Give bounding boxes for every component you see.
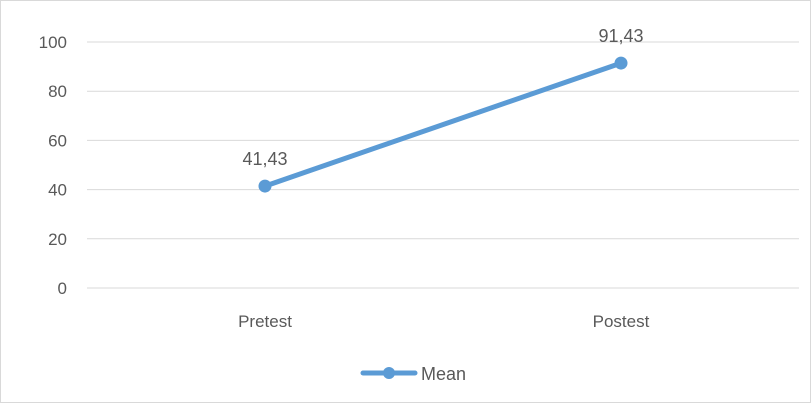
y-tick-label-40: 40 <box>48 181 67 200</box>
y-tick-label-0: 0 <box>58 279 67 298</box>
legend: Mean <box>363 364 466 384</box>
x-tick-label-pretest: Pretest <box>238 312 292 331</box>
x-tick-label-postest: Postest <box>593 312 650 331</box>
x-axis-tick-labels: Pretest Postest <box>238 312 650 331</box>
y-tick-label-60: 60 <box>48 131 67 150</box>
y-tick-label-80: 80 <box>48 82 67 101</box>
data-label-pretest: 41,43 <box>242 149 287 169</box>
legend-label-mean: Mean <box>421 364 466 384</box>
data-label-postest: 91,43 <box>598 26 643 46</box>
data-labels: 41,43 91,43 <box>242 26 643 169</box>
series-mean <box>259 57 628 193</box>
data-point-pretest <box>259 180 272 193</box>
legend-point-marker <box>383 367 395 379</box>
gridlines <box>87 42 799 288</box>
y-axis-tick-labels: 0 20 40 60 80 100 <box>39 33 67 298</box>
data-point-postest <box>615 57 628 70</box>
y-tick-label-100: 100 <box>39 33 67 52</box>
y-tick-label-20: 20 <box>48 230 67 249</box>
series-line-mean <box>265 63 621 186</box>
